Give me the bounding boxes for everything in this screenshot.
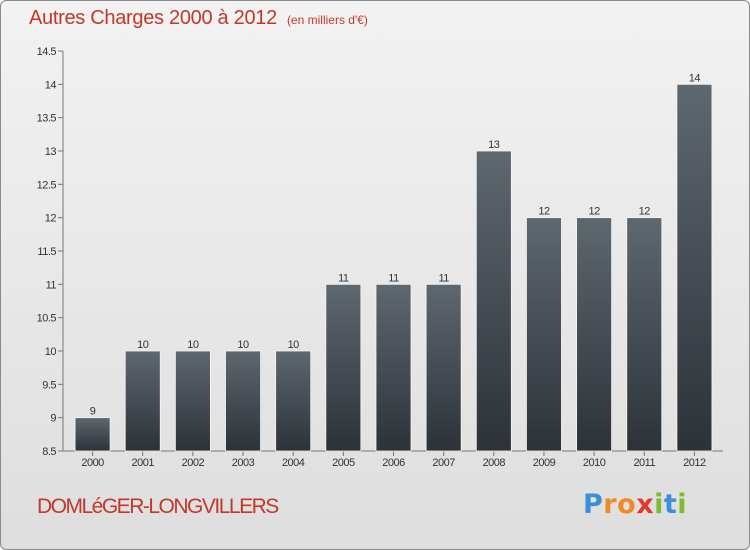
logo-letter: t	[663, 489, 678, 520]
y-tick-label: 12.5	[37, 179, 57, 191]
y-tick-label: 11	[46, 279, 57, 291]
y-tick-label: 8.5	[42, 446, 56, 458]
chart-data-labels: 9 10 10 10 10 11 11 11 13 12 12 12 14	[90, 72, 701, 417]
data-label: 10	[237, 339, 249, 351]
y-tick-label: 9	[50, 413, 56, 425]
chart-bars	[74, 83, 713, 452]
x-tick-label: 2011	[633, 457, 655, 469]
bar	[626, 217, 663, 452]
x-tick-label: 2006	[382, 457, 405, 469]
x-tick-label: 2010	[583, 457, 606, 469]
y-tick-label: 11.5	[37, 246, 56, 258]
chart-title-block: Autres Charges 2000 à 2012 (en milliers d…	[29, 7, 368, 30]
x-tick-label: 2002	[182, 457, 205, 469]
data-label: 10	[187, 339, 199, 351]
data-label: 12	[588, 206, 600, 218]
x-tick-label: 2005	[332, 457, 355, 469]
data-label: 11	[338, 272, 349, 284]
x-tick-label: 2001	[131, 457, 154, 469]
logo-letter: x	[636, 489, 655, 520]
logo-letter: i	[677, 489, 688, 520]
y-tick-label: 14	[45, 79, 57, 91]
x-tick-label: 2009	[533, 457, 556, 469]
logo-letter: o	[617, 489, 637, 520]
y-tick-label: 10.5	[37, 313, 57, 325]
bar	[275, 350, 312, 452]
x-tick-label: 2008	[483, 457, 506, 469]
bar	[74, 417, 111, 452]
bar	[475, 150, 512, 452]
logo-letter: r	[603, 489, 618, 520]
y-tick-label: 13.5	[37, 113, 57, 125]
chart-axes: 8.5 9 9.5 10 10.5 11 11.5 12 12.5 13 13.5 14 14.5 200…	[37, 46, 723, 469]
y-tick-label: 12	[45, 213, 57, 225]
bar	[174, 350, 211, 452]
proxiti-logo: Proxiti	[583, 489, 687, 520]
data-label: 11	[388, 272, 399, 284]
x-tick-label: 2000	[81, 457, 104, 469]
y-tick-label: 10	[45, 346, 57, 358]
bar	[576, 217, 613, 452]
logo-letter: P	[583, 489, 604, 520]
bar	[325, 283, 362, 452]
logo-letter: i	[654, 489, 664, 520]
x-tick-label: 2012	[683, 457, 706, 469]
chart-title: Autres Charges 2000 à 2012	[29, 7, 277, 29]
y-tick-label: 9.5	[42, 379, 56, 391]
bar	[225, 350, 261, 452]
data-label: 10	[137, 339, 149, 351]
data-label: 14	[689, 72, 701, 84]
bar	[676, 83, 713, 452]
x-tick-label: 2004	[282, 457, 305, 469]
bar	[124, 350, 161, 452]
data-label: 10	[288, 339, 300, 351]
data-label: 9	[90, 406, 96, 418]
x-tick-label: 2007	[432, 457, 455, 469]
data-label: 12	[639, 206, 651, 218]
data-label: 13	[488, 139, 500, 151]
chart-subtitle: (en milliers d'€)	[286, 13, 368, 27]
bar	[375, 283, 412, 452]
y-tick-label: 13	[45, 146, 57, 158]
y-tick-label: 14.5	[37, 46, 57, 58]
data-label: 11	[438, 272, 449, 284]
bar	[526, 217, 562, 452]
data-label: 12	[538, 206, 550, 218]
bar	[425, 283, 462, 452]
x-tick-label: 2003	[232, 457, 255, 469]
town-name: DOMLéGER-LONGVILLERS	[37, 495, 279, 518]
